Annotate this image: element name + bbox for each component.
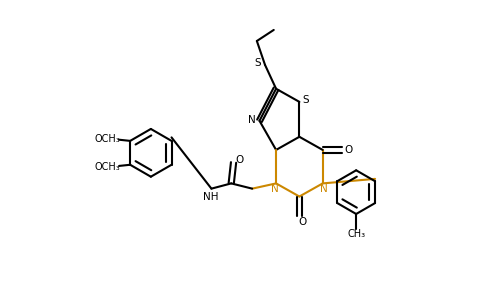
Text: CH₃: CH₃ bbox=[347, 229, 365, 239]
Text: O: O bbox=[298, 217, 306, 227]
Text: S: S bbox=[255, 58, 261, 68]
Text: O: O bbox=[236, 155, 244, 165]
Text: OCH₃: OCH₃ bbox=[95, 162, 120, 172]
Text: OCH₃: OCH₃ bbox=[95, 133, 120, 143]
Text: N: N bbox=[272, 184, 279, 194]
Text: O: O bbox=[344, 145, 353, 155]
Text: N: N bbox=[320, 184, 327, 194]
Text: NH: NH bbox=[202, 192, 218, 202]
Text: S: S bbox=[302, 95, 309, 105]
Text: N: N bbox=[248, 115, 256, 125]
